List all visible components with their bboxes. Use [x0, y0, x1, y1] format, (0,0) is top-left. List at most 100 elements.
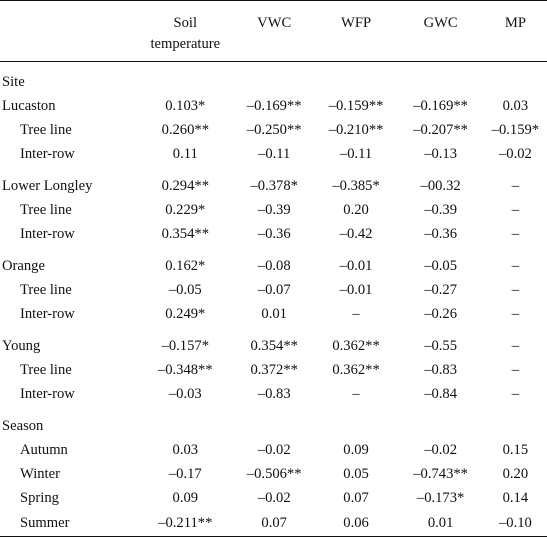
section-label-season: Season: [2, 417, 44, 434]
cell-vwc: –0.169**: [246, 97, 302, 114]
cell-gwc: –0.13: [424, 145, 458, 162]
cell-mp: –: [511, 201, 520, 218]
cell-mp: –: [511, 305, 520, 322]
cell-gwc: –0.173*: [416, 489, 465, 506]
table-row: Summer –0.211** 0.07 0.06 0.01 –0.10: [0, 510, 547, 537]
table-header: Soil temperature VWC WFP GWC MP: [0, 0, 547, 62]
row-label: Inter-row: [20, 225, 75, 242]
cell-gwc: –0.26: [424, 305, 458, 322]
cell-soil: –0.03: [168, 385, 202, 402]
cell-wfp: 0.07: [343, 489, 369, 506]
cell-gwc: –0.84: [424, 385, 458, 402]
row-label: Winter: [20, 465, 60, 482]
table-row: Lower Longley 0.294** –0.378* –0.385* –0…: [0, 174, 547, 198]
row-label: Tree line: [20, 361, 72, 378]
cell-vwc: –0.250**: [246, 121, 302, 138]
table-row: Orange 0.162* –0.08 –0.01 –0.05 –: [0, 254, 547, 278]
row-label: Inter-row: [20, 305, 75, 322]
cell-soil: –0.157*: [161, 337, 209, 354]
cell-soil: 0.103*: [165, 97, 206, 114]
table-row: Lucaston 0.103* –0.169** –0.159** –0.169…: [0, 94, 547, 118]
header-wfp: WFP: [314, 0, 398, 62]
cell-wfp: –0.385*: [332, 177, 380, 194]
cell-wfp: 0.362**: [332, 361, 380, 378]
cell-wfp: –0.210**: [328, 121, 384, 138]
cell-gwc: 0.01: [397, 510, 484, 537]
cell-gwc: –0.36: [424, 225, 458, 242]
table-row: Winter –0.17 –0.506** 0.05 –0.743** 0.20: [0, 462, 547, 486]
cell-wfp: –0.01: [339, 281, 373, 298]
cell-wfp: –0.42: [339, 225, 373, 242]
table-row: Tree line 0.260** –0.250** –0.210** –0.2…: [0, 118, 547, 142]
cell-gwc: –0.169**: [413, 97, 468, 114]
cell-vwc: –0.39: [257, 201, 291, 218]
cell-wfp: 0.06: [314, 510, 398, 537]
cell-gwc: –0.27: [424, 281, 458, 298]
row-label: Lower Longley: [2, 177, 93, 194]
section-row-site: Site: [0, 70, 547, 94]
cell-wfp: 0.20: [343, 201, 369, 218]
table-row: Inter-row 0.354** –0.36 –0.42 –0.36 –: [0, 222, 547, 246]
cell-soil: –0.05: [168, 281, 202, 298]
header-soil-temperature: Soil temperature: [136, 0, 234, 62]
cell-gwc: –00.32: [420, 177, 461, 194]
table-row: Inter-row 0.249* 0.01 – –0.26 –: [0, 302, 547, 326]
cell-vwc: 0.01: [261, 305, 287, 322]
header-soil-line2: temperature: [150, 36, 221, 52]
cell-mp: 0.20: [502, 465, 529, 482]
cell-wfp: –0.01: [339, 257, 373, 274]
cell-wfp: –0.11: [339, 145, 373, 162]
cell-vwc: –0.378*: [250, 177, 298, 194]
table-row: Inter-row –0.03 –0.83 – –0.84 –: [0, 382, 547, 406]
cell-soil: –0.348**: [157, 361, 213, 378]
cell-gwc: –0.743**: [413, 465, 468, 482]
cell-wfp: –: [352, 305, 360, 322]
cell-mp: –: [511, 257, 520, 274]
cell-soil: 0.294**: [161, 177, 209, 194]
row-label: Young: [2, 337, 41, 354]
table-body: Site Lucaston 0.103* –0.169** –0.159** –…: [0, 62, 547, 537]
cell-soil: 0.260**: [161, 121, 209, 138]
cell-soil: 0.249*: [165, 305, 206, 322]
row-label: Orange: [2, 257, 45, 274]
cell-wfp: –: [352, 385, 360, 402]
cell-gwc: –0.55: [424, 337, 458, 354]
cell-wfp: 0.05: [343, 465, 369, 482]
cell-wfp: 0.09: [343, 441, 369, 458]
row-label: Summer: [0, 510, 137, 537]
table-row: Tree line –0.05 –0.07 –0.01 –0.27 –: [0, 278, 547, 302]
cell-mp: –: [511, 385, 520, 402]
header-mp: MP: [483, 0, 547, 62]
table-row: Autumn 0.03 –0.02 0.09 –0.02 0.15: [0, 438, 547, 462]
row-label: Inter-row: [20, 145, 75, 162]
cell-vwc: –0.83: [257, 385, 291, 402]
table-row: Inter-row 0.11 –0.11 –0.11 –0.13 –0.02: [0, 142, 547, 166]
cell-soil: 0.11: [172, 145, 198, 162]
cell-mp: –: [511, 281, 520, 298]
table-row: Tree line –0.348** 0.372** 0.362** –0.83…: [0, 358, 547, 382]
cell-soil: 0.09: [172, 489, 199, 506]
cell-vwc: –0.08: [257, 257, 291, 274]
cell-soil: 0.03: [172, 441, 199, 458]
cell-gwc: –0.207**: [413, 121, 468, 138]
cell-soil: –0.17: [168, 465, 202, 482]
cell-vwc: –0.11: [258, 145, 291, 162]
cell-mp: –: [511, 337, 520, 354]
section-label-site: Site: [2, 73, 25, 90]
cell-gwc: –0.39: [424, 201, 458, 218]
cell-vwc: –0.36: [257, 225, 291, 242]
row-label: Autumn: [20, 441, 68, 458]
header-soil-line1: Soil: [173, 15, 198, 31]
table-row: Spring 0.09 –0.02 0.07 –0.173* 0.14: [0, 486, 547, 510]
header-gwc: GWC: [397, 0, 484, 62]
cell-mp: –: [511, 361, 520, 378]
cell-vwc: –0.07: [257, 281, 291, 298]
cell-soil: 0.354**: [161, 225, 209, 242]
cell-wfp: –0.159**: [328, 97, 384, 114]
cell-mp: –0.10: [483, 510, 547, 537]
cell-mp: –0.159*: [491, 121, 540, 138]
cell-soil: 0.162*: [165, 257, 206, 274]
table-row: Young –0.157* 0.354** 0.362** –0.55 –: [0, 334, 547, 358]
